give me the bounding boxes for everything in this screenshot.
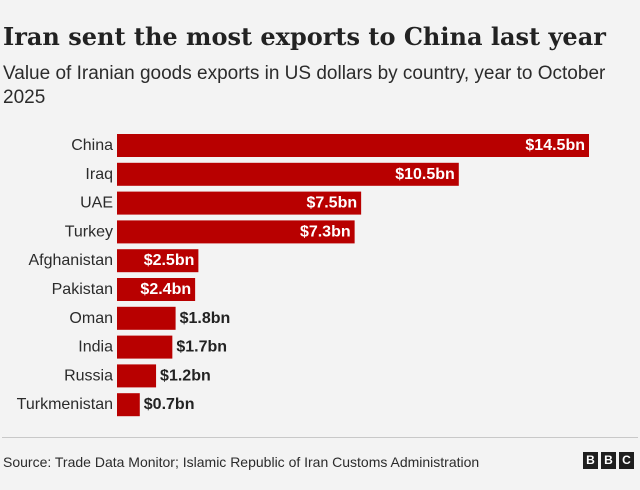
bar	[117, 191, 362, 215]
category-label: Oman	[69, 310, 113, 327]
value-label: $14.5bn	[525, 137, 585, 154]
value-label: $10.5bn	[395, 166, 455, 183]
source-note: Source: Trade Data Monitor; Islamic Repu…	[3, 454, 480, 470]
bar	[117, 364, 157, 388]
value-label: $2.4bn	[140, 281, 191, 298]
bbc-logo-letter-1: B	[583, 452, 598, 469]
bar	[117, 393, 140, 417]
bar	[117, 249, 199, 273]
footer-divider	[2, 437, 638, 438]
chart-subtitle: Value of Iranian goods exports in US dol…	[3, 63, 606, 108]
value-label: $1.8bn	[180, 310, 231, 327]
bbc-logo-letter-2: B	[601, 452, 616, 469]
bar	[117, 162, 459, 186]
category-label: Turkmenistan	[17, 396, 113, 413]
bar	[117, 306, 176, 330]
category-label: China	[71, 137, 113, 154]
bbc-logo-letter-3: C	[619, 452, 634, 469]
bar	[117, 335, 173, 359]
category-label: UAE	[80, 195, 113, 212]
value-label: $1.2bn	[160, 367, 211, 384]
chart-title: Iran sent the most exports to China last…	[3, 22, 606, 51]
bar-chart: China $14.5bn Iraq $10.5bn UAE $7.5bn Turkey $7…	[17, 134, 589, 417]
bar	[117, 278, 196, 301]
bar	[117, 134, 589, 157]
category-label: Turkey	[65, 223, 113, 240]
category-label: Iraq	[85, 166, 113, 183]
value-label: $2.5bn	[144, 252, 195, 269]
bbc-logo: B B C	[583, 452, 634, 469]
value-label: $0.7bn	[144, 396, 195, 413]
value-label: $1.7bn	[176, 339, 227, 356]
value-label: $7.5bn	[306, 195, 357, 212]
category-label: Afghanistan	[28, 252, 113, 269]
category-label: India	[78, 339, 113, 356]
category-label: Russia	[64, 367, 113, 384]
value-label: $7.3bn	[300, 223, 351, 240]
category-label: Pakistan	[52, 281, 113, 298]
bar	[117, 220, 355, 244]
